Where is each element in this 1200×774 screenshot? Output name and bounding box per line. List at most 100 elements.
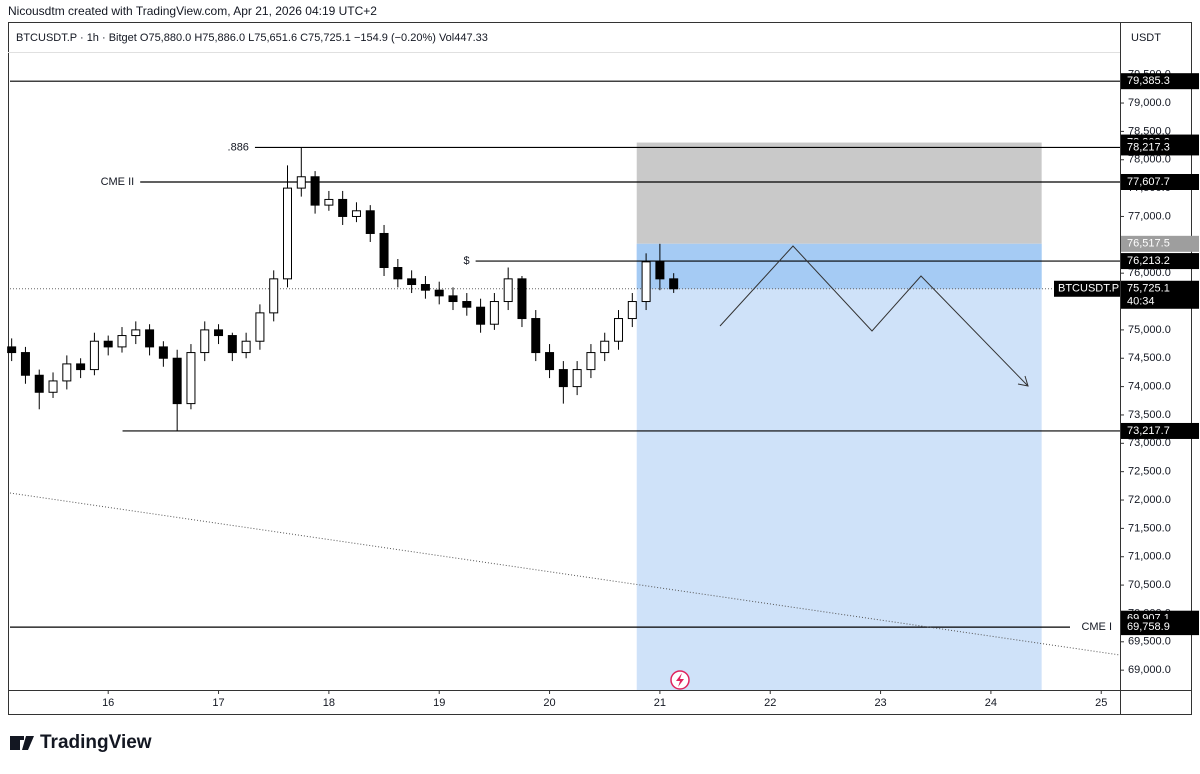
current-price-tag (1121, 280, 1199, 309)
x-tick-label: 21 (654, 697, 666, 709)
candle-body (572, 369, 582, 388)
candle-body (531, 318, 541, 354)
price-tag-label: 76,213.2 (1127, 255, 1170, 267)
logo-shape (14, 736, 34, 750)
candle-body (503, 278, 513, 303)
countdown: 40:34 (1127, 296, 1155, 308)
y-tick-label: 73,000.0 (1128, 437, 1171, 449)
candle-body (172, 357, 182, 405)
y-tick-label: 74,500.0 (1128, 352, 1171, 364)
legend: BTCUSDT.P · 1h · Bitget O75,880.0 H75,88… (16, 32, 488, 44)
candle-body (20, 352, 30, 376)
x-tick-label: 24 (985, 697, 997, 709)
y-tick-label: 76,000.0 (1128, 267, 1171, 279)
candle-body (103, 340, 113, 348)
price-tag-label: 69,758.9 (1127, 621, 1170, 633)
candle-body (614, 318, 624, 342)
candle-body (420, 284, 430, 291)
projection-arrow (1017, 375, 1029, 387)
candle-body (448, 295, 458, 303)
y-tick-label: 69,000.0 (1128, 664, 1171, 676)
candle-body (214, 329, 224, 337)
price-tag (1121, 619, 1199, 636)
price-tag (1121, 139, 1199, 156)
candle-body (462, 301, 472, 308)
trend-line (9, 492, 1121, 656)
event-bolt (676, 673, 684, 687)
price-tag (1121, 422, 1199, 439)
price-tag-label: 76,517.5 (1127, 238, 1170, 250)
x-tick-label: 23 (874, 697, 886, 709)
y-tick-label: 77,000.0 (1128, 210, 1171, 222)
candle-body (600, 340, 610, 354)
candle-body (627, 301, 637, 320)
x-tick-label: 22 (764, 697, 776, 709)
frame (8, 22, 1192, 715)
y-tick-label: 75,000.0 (1128, 324, 1171, 336)
x-tick-label: 25 (1095, 697, 1107, 709)
y-tick-label: 78,000.0 (1128, 154, 1171, 166)
x-tick-label: 17 (212, 697, 224, 709)
candle-body (117, 335, 127, 348)
y-tick-label: 74,000.0 (1128, 381, 1171, 393)
candle-body (434, 289, 444, 297)
level-name: CME II (101, 176, 135, 188)
candle-body (227, 335, 237, 354)
projection-path (719, 245, 1029, 387)
candle-body (324, 198, 334, 206)
candle-body (296, 176, 306, 189)
level-name: .886 (228, 141, 249, 153)
price-tag-label: 77,607.7 (1127, 176, 1170, 188)
price-tag-label: 79,385.3 (1127, 75, 1170, 87)
candle-body (586, 352, 596, 371)
candle-body (476, 306, 486, 325)
y-tick-label: 72,500.0 (1128, 466, 1171, 478)
y-tick-label: 71,500.0 (1128, 522, 1171, 534)
candle-body (145, 329, 155, 348)
candle-body (669, 278, 679, 290)
candle-body (186, 352, 196, 405)
target-zone (636, 243, 1042, 691)
currency: USDT (1131, 32, 1161, 44)
level-name: CME I (1081, 621, 1112, 633)
candle-body (379, 232, 389, 269)
candle-body (158, 346, 168, 359)
candle-body (131, 329, 141, 337)
price-tag (1121, 73, 1199, 90)
candle-body (310, 176, 320, 206)
current-price-label: 75,725.1 (1127, 283, 1170, 295)
candle-body (200, 329, 210, 354)
current-symbol: BTCUSDT.P (1058, 283, 1119, 295)
candle-body (255, 312, 265, 342)
candle-body (393, 267, 403, 280)
candle-body (76, 363, 86, 371)
brand: TradingView (40, 732, 152, 753)
logo-mark (10, 736, 18, 750)
y-tick-label: 78,500.0 (1128, 125, 1171, 137)
candle-body (34, 374, 44, 393)
candle-body (558, 369, 568, 388)
price-tag (1121, 235, 1199, 252)
y-tick-label: 69,500.0 (1128, 636, 1171, 648)
candle-body (517, 278, 527, 320)
level-name: $ (464, 255, 470, 267)
y-tick-label: 73,500.0 (1128, 409, 1171, 421)
y-tick-label: 72,000.0 (1128, 494, 1171, 506)
x-tick-label: 16 (102, 697, 114, 709)
candle-body (365, 210, 375, 234)
y-tick-label: 79,000.0 (1128, 97, 1171, 109)
plot: .886 CME II $ CME I (7, 80, 1120, 691)
price-tag (1121, 173, 1199, 190)
price-tag (1121, 253, 1199, 270)
candle-body (338, 198, 348, 217)
x-tick-label: 19 (433, 697, 445, 709)
price-tag-label: 78,217.3 (1127, 141, 1170, 153)
candle-body (407, 278, 417, 286)
stop-zone (636, 142, 1042, 244)
candle-body (62, 363, 72, 382)
current-symbol-tag (1054, 280, 1120, 297)
candle-body (89, 340, 99, 371)
candle-body (351, 210, 361, 217)
open-zone (636, 243, 1042, 289)
